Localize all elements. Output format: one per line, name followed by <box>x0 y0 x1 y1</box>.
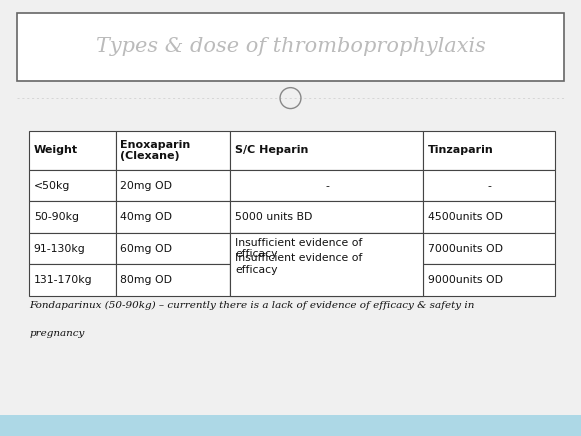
Bar <box>424 233 555 264</box>
Text: 91-130kg: 91-130kg <box>34 244 85 253</box>
Text: -: - <box>325 181 329 191</box>
Bar <box>0 415 581 436</box>
Bar <box>29 170 116 201</box>
Text: 80mg OD: 80mg OD <box>120 275 173 285</box>
Bar <box>116 131 231 170</box>
Bar <box>231 170 424 201</box>
Text: 5000 units BD: 5000 units BD <box>235 212 313 222</box>
Bar <box>116 201 231 233</box>
Text: Insufficient evidence of
efficacy: Insufficient evidence of efficacy <box>235 253 363 276</box>
Bar <box>424 201 555 233</box>
Text: Insufficient evidence of
efficacy: Insufficient evidence of efficacy <box>235 238 363 259</box>
Text: <50kg: <50kg <box>34 181 70 191</box>
Bar <box>29 201 116 233</box>
Text: 131-170kg: 131-170kg <box>34 275 92 285</box>
Bar <box>231 264 424 296</box>
Text: 60mg OD: 60mg OD <box>120 244 173 253</box>
Text: S/C Heparin: S/C Heparin <box>235 146 309 155</box>
Bar <box>116 170 231 201</box>
Bar <box>424 131 555 170</box>
Bar <box>29 264 116 296</box>
Text: Tinzaparin: Tinzaparin <box>428 146 494 155</box>
Bar <box>231 131 424 170</box>
Bar <box>116 233 231 264</box>
Text: -: - <box>487 181 491 191</box>
Bar <box>231 201 424 233</box>
Bar <box>424 264 555 296</box>
Bar <box>231 233 424 264</box>
Bar <box>231 233 424 296</box>
Text: Types & dose of thromboprophylaxis: Types & dose of thromboprophylaxis <box>95 37 486 56</box>
Text: 20mg OD: 20mg OD <box>120 181 173 191</box>
Text: 40mg OD: 40mg OD <box>120 212 173 222</box>
Text: 7000units OD: 7000units OD <box>428 244 503 253</box>
Bar <box>424 170 555 201</box>
FancyBboxPatch shape <box>17 13 564 81</box>
Bar <box>116 264 231 296</box>
Bar <box>29 233 116 264</box>
Text: pregnancy: pregnancy <box>29 329 84 338</box>
Text: 4500units OD: 4500units OD <box>428 212 503 222</box>
Text: Fondaparinux (50-90kg) – currently there is a lack of evidence of efficacy & saf: Fondaparinux (50-90kg) – currently there… <box>29 301 475 310</box>
Text: 9000units OD: 9000units OD <box>428 275 503 285</box>
Text: Enoxaparin
(Clexane): Enoxaparin (Clexane) <box>120 140 191 161</box>
Text: Weight: Weight <box>34 146 78 155</box>
Text: 50-90kg: 50-90kg <box>34 212 78 222</box>
Bar <box>29 131 116 170</box>
